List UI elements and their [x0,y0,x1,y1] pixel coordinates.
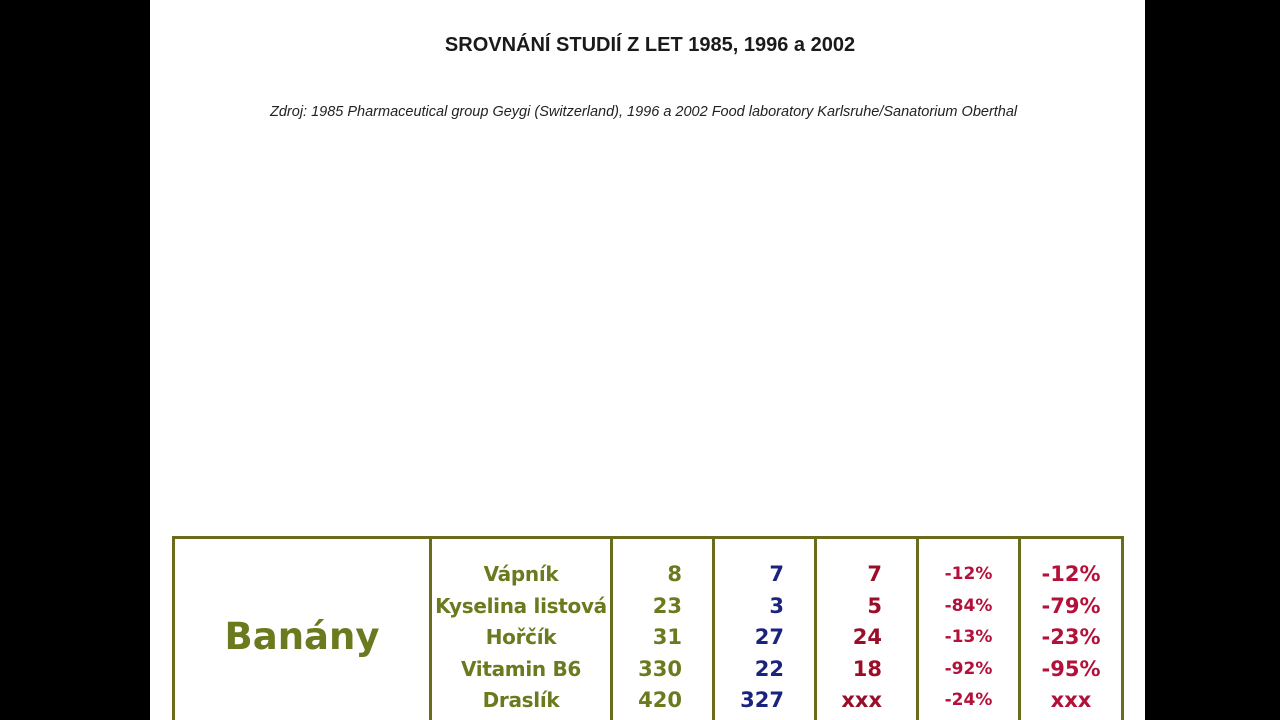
value-1996: 327 [740,688,784,712]
value-1996-column: 7 3 27 22 327 [712,536,817,720]
slide: SROVNÁNÍ STUDIÍ Z LET 1985, 1996 a 2002 … [150,0,1145,720]
nutrient-name: Kyselina listová [435,593,607,618]
change-1996: -92% [944,658,993,679]
value-2002: xxx [841,688,882,712]
nutrient-name: Vápník [483,562,559,586]
nutrient-name: Hořčík [485,625,557,649]
change-2002-column: -12% -79% -23% -95% xxx [1018,536,1124,720]
nutrient-name: Draslík [482,688,560,712]
comparison-table: Banány Vápník Kyselina listová Hořčík Vi… [172,536,1124,720]
change-1996: -12% [944,564,993,584]
value-1996: 7 [769,562,784,586]
value-1985: 31 [652,625,682,649]
value-1985: 8 [667,562,682,586]
value-1985: 330 [638,656,682,681]
change-1996: -84% [944,595,993,616]
value-2002: 5 [867,593,882,618]
value-1985-column: 8 23 31 330 420 [610,536,715,720]
value-1985: 23 [652,593,682,618]
fruit-cell: Banány [172,536,432,720]
value-2002: 18 [852,656,882,681]
change-1996: -24% [944,690,993,710]
slide-title: SROVNÁNÍ STUDIÍ Z LET 1985, 1996 a 2002 [444,34,856,56]
nutrient-column: Vápník Kyselina listová Hořčík Vitamin B… [429,536,613,720]
value-1996: 22 [754,656,784,681]
nutrient-name: Vitamin B6 [460,656,582,681]
value-1996: 27 [754,625,784,649]
value-2002: 7 [867,562,882,586]
change-2002: xxx [1050,688,1092,712]
change-1996: -13% [944,627,993,647]
value-1996: 3 [769,593,784,618]
change-2002: -12% [1041,562,1101,586]
change-1996-column: -12% -84% -13% -92% -24% [916,536,1021,720]
value-2002-column: 7 5 24 18 xxx [814,536,919,720]
fruit-label: Banány [224,615,380,658]
source-note: Zdroj: 1985 Pharmaceutical group Geygi (… [270,104,1018,120]
change-2002: -23% [1041,625,1101,649]
value-2002: 24 [852,625,882,649]
change-2002: -95% [1041,656,1101,681]
change-2002: -79% [1041,593,1101,618]
value-1985: 420 [638,688,682,712]
